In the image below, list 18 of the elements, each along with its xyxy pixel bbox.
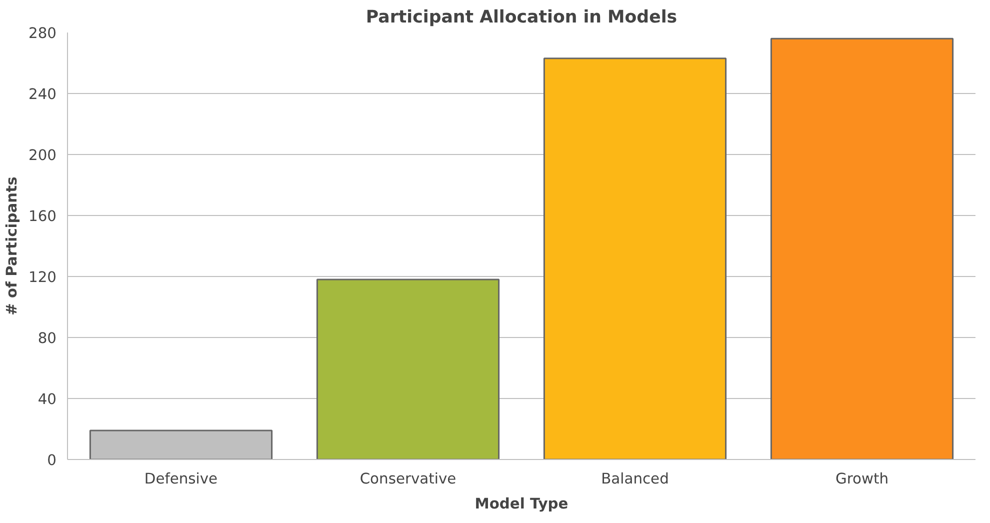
- y-tick-label: 200: [28, 147, 57, 164]
- y-tick-label: 0: [47, 452, 57, 469]
- y-tick-label: 240: [28, 86, 57, 103]
- y-tick-label: 80: [38, 330, 57, 347]
- x-tick-label: Defensive: [144, 470, 218, 488]
- x-tick-label: Balanced: [601, 470, 669, 488]
- bar: [770, 38, 954, 460]
- x-axis-title: Model Type: [474, 496, 568, 512]
- x-tick-label: Growth: [835, 470, 889, 488]
- y-tick-label: 280: [28, 25, 57, 42]
- x-tick-label: Conservative: [360, 470, 456, 488]
- bar: [543, 58, 727, 460]
- bar: [316, 278, 500, 460]
- y-tick-label: 160: [28, 208, 57, 225]
- chart-title: Participant Allocation in Models: [366, 8, 678, 28]
- y-tick-label: 40: [38, 391, 57, 408]
- y-axis-title: # of Participants: [4, 176, 21, 316]
- y-tick-label: 120: [28, 269, 57, 286]
